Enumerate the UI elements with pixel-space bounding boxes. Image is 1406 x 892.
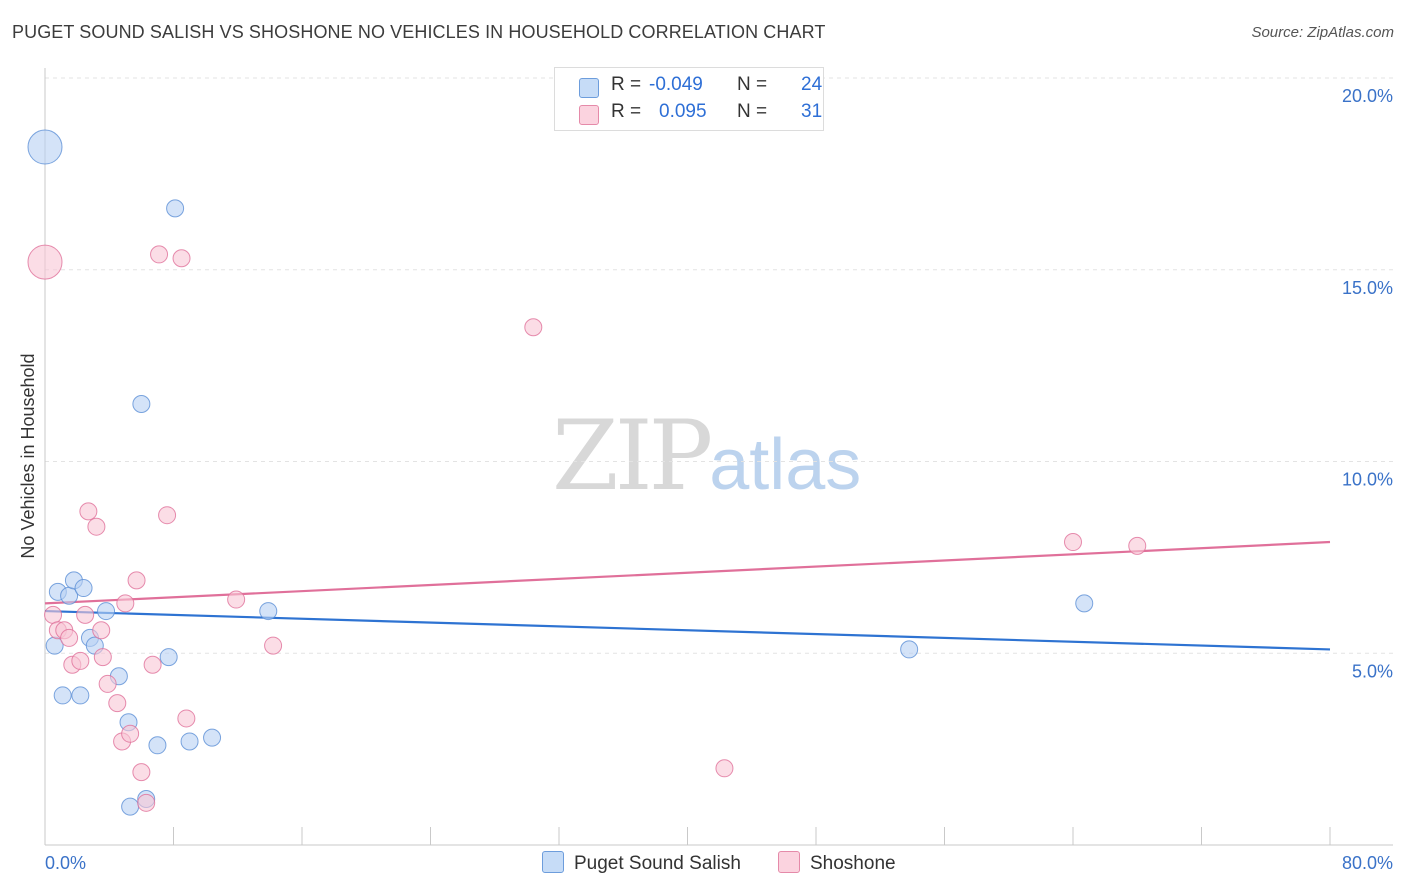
data-point-shoshone — [76, 605, 95, 624]
data-point-shoshone — [1064, 533, 1082, 552]
data-point-shoshone — [92, 621, 111, 640]
trend-line-puget — [44, 609, 1331, 651]
axis-labels: 5.0% 10.0% 15.0% 20.0% 0.0% 80.0% No Vehicles … — [18, 86, 1393, 873]
legend-n-label: N = — [737, 74, 768, 95]
data-point-shoshone — [172, 249, 191, 268]
data-point-shoshone — [71, 651, 90, 670]
data-point-puget — [259, 602, 278, 621]
legend-n-value: 31 — [801, 101, 823, 122]
y-tick-label: 5.0% — [1352, 661, 1393, 681]
data-point-puget — [159, 648, 178, 667]
data-point-shoshone — [44, 605, 63, 624]
legend-r-label: R = — [611, 101, 642, 122]
data-point-shoshone — [127, 571, 146, 590]
data-point-puget — [1075, 594, 1094, 613]
trend-lines — [44, 540, 1331, 651]
data-point-shoshone — [158, 506, 177, 525]
bottom-legend-puget: Puget Sound Salish — [542, 851, 741, 875]
bottom-legend-label: Shoshone — [810, 853, 896, 874]
data-point-puget — [900, 640, 919, 659]
y-tick-label: 20.0% — [1342, 86, 1393, 106]
correlation-legend: R = -0.049 N = 24 R = 0.095 N = 31 — [554, 67, 824, 131]
chart-title: PUGET SOUND SALISH VS SHOSHONE NO VEHICL… — [12, 22, 826, 42]
source-label: Source: ZipAtlas.com — [1251, 24, 1394, 41]
data-point-shoshone — [1128, 536, 1147, 555]
x-tick-label: 80.0% — [1342, 853, 1393, 873]
data-point-puget — [166, 199, 185, 218]
grid-lines — [45, 77, 1395, 654]
x-tick-label: 0.0% — [45, 853, 86, 873]
trend-line-shoshone — [44, 540, 1331, 605]
watermark-atlas: atlas — [709, 425, 862, 505]
data-point-shoshone — [27, 244, 63, 280]
data-point-puget — [180, 732, 199, 751]
data-point-shoshone — [137, 793, 156, 812]
data-point-shoshone — [79, 502, 98, 521]
data-point-shoshone — [60, 628, 79, 647]
data-point-shoshone — [98, 674, 117, 693]
axes — [44, 68, 1393, 846]
legend-swatch-shoshone — [579, 105, 599, 125]
bottom-legend-swatch-puget — [542, 851, 564, 873]
data-point-shoshone — [524, 318, 543, 337]
watermark-zip: ZIP — [552, 400, 713, 512]
y-tick-label: 15.0% — [1342, 278, 1393, 298]
legend-r-value: -0.049 — [649, 74, 703, 95]
legend-n-label: N = — [737, 101, 768, 122]
data-point-puget — [27, 129, 63, 165]
bottom-legend-swatch-shoshone — [778, 851, 800, 873]
data-point-shoshone — [121, 724, 140, 743]
data-point-shoshone — [143, 655, 162, 674]
data-points — [27, 129, 1147, 816]
y-tick-label: 10.0% — [1342, 470, 1393, 490]
data-point-shoshone — [150, 245, 169, 264]
data-point-puget — [132, 394, 151, 413]
data-point-shoshone — [87, 517, 106, 536]
data-point-puget — [74, 579, 93, 598]
data-point-puget — [53, 686, 72, 705]
legend-r-label: R = — [611, 74, 642, 95]
y-axis-label: No Vehicles in Household — [18, 353, 38, 558]
data-point-shoshone — [116, 594, 135, 613]
data-point-puget — [97, 602, 116, 621]
data-point-shoshone — [177, 709, 196, 728]
data-point-shoshone — [264, 636, 283, 655]
data-point-puget — [203, 728, 222, 747]
data-point-shoshone — [227, 590, 246, 609]
bottom-legend-label: Puget Sound Salish — [574, 853, 741, 874]
data-point-shoshone — [132, 763, 151, 782]
watermark: ZIPatlas — [552, 400, 861, 512]
data-point-puget — [121, 797, 140, 816]
legend-swatch-puget — [579, 78, 599, 98]
data-point-shoshone — [108, 694, 127, 713]
data-point-shoshone — [715, 759, 734, 778]
legend-n-value: 24 — [801, 74, 823, 95]
bottom-legend-shoshone: Shoshone — [778, 851, 896, 875]
legend-r-value: 0.095 — [659, 101, 707, 122]
data-point-shoshone — [93, 648, 112, 667]
data-point-puget — [148, 736, 167, 755]
data-point-puget — [71, 686, 90, 705]
